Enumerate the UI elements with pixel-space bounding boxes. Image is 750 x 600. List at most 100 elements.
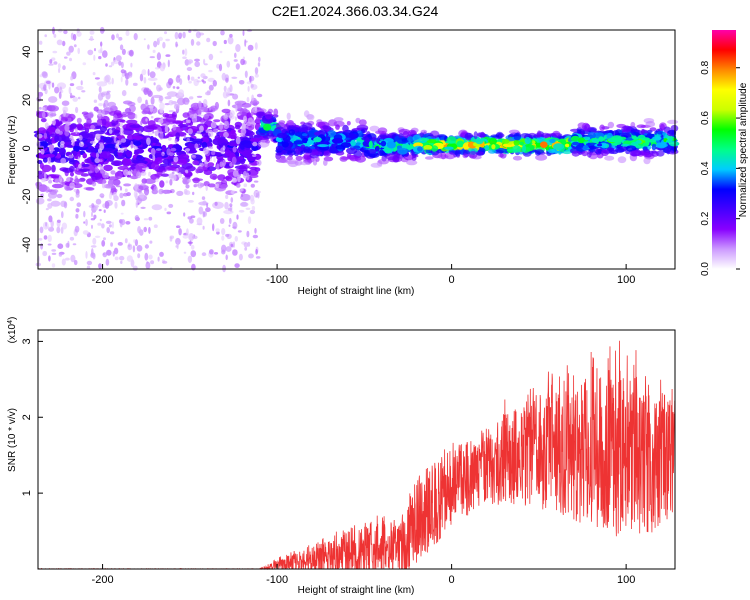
spectrogram-noise-cell [143,87,148,96]
spectrogram-noise-cell [158,118,164,125]
spectrogram-noise-cell [56,226,61,234]
spectrogram-noise-cell [41,106,46,111]
spectrogram-cells [33,26,680,273]
spectrogram-noise-cell [215,228,220,233]
spectrogram-noise-cell [234,52,237,58]
spectrogram-cell [152,138,160,144]
spectrogram-noise-cell [57,243,64,249]
spectrogram-cell [122,157,132,166]
spectrogram-cell [512,155,523,161]
spectrogram-cell [666,139,673,143]
spectrogram-noise-cell [123,169,129,177]
spectrogram-cell [182,112,190,118]
spectrogram-noise-cell [63,201,68,209]
spectrogram-noise-cell [156,148,162,151]
spectrogram-noise-cell [230,197,234,203]
spectrogram-noise-cell [69,182,75,189]
spectrogram-noise-cell [130,140,134,149]
spectrogram-noise-cell [242,30,245,36]
spectrogram-noise-cell [51,57,56,61]
spectrogram-cell [35,197,45,205]
spectrogram-cell [40,118,47,123]
spectrogram-noise-cell [103,209,106,213]
spectrogram-noise-cell [72,243,77,246]
spectrogram-cell [630,121,636,128]
spectrogram-noise-cell [247,216,252,225]
spectrogram-cell [581,150,588,157]
spectrogram-cell [306,139,312,146]
spectrogram-noise-cell [209,249,214,255]
spectrogram-noise-cell [139,192,145,199]
spectrogram-cell [230,142,237,146]
spectrogram-cell [643,149,650,154]
spectrogram-cell [248,174,259,179]
spectrogram-cell [385,153,397,161]
spectrogram-cell [540,141,548,148]
spectrogram-noise-cell [168,173,174,179]
spectrogram-noise-cell [202,225,205,230]
spectrogram-cell [185,184,190,189]
spectrogram-noise-cell [201,196,206,201]
snr-panel: -200 -100 0 100 1 2 3 Height of straight line… [7,317,676,596]
spectrogram-cell [475,138,484,145]
spectrogram-noise-cell [155,178,159,183]
spectrogram-noise-cell [40,193,43,197]
spectrogram-cell [176,97,186,106]
spectrogram-noise-cell [119,186,123,191]
snr-y-label: SNR (10 * v/v) [7,408,18,472]
spectrogram-noise-cell [161,151,165,157]
spectrogram-noise-cell [92,181,97,187]
spectrogram-cell [95,198,102,205]
spectrogram-cell [224,201,229,210]
spectrogram-cell [667,129,677,135]
spectrogram-noise-cell [51,263,56,268]
spectrogram-cell [203,126,208,131]
spectrogram-cell [76,85,84,91]
spectrogram-cell [113,161,120,167]
spectrogram-cell [444,146,454,150]
spectrogram-noise-cell [152,154,156,162]
spectrogram-noise-cell [63,30,68,35]
spectrogram-noise-cell [223,115,229,120]
spectrogram-noise-cell [158,36,164,42]
spectrogram-noise-cell [153,185,158,193]
spectrogram-noise-cell [237,174,241,183]
spectrogram-noise-cell [133,239,136,243]
spectrogram-noise-cell [203,113,210,120]
spectrogram-noise-cell [196,217,203,226]
spectrogram-noise-cell [98,56,102,60]
spectrogram-noise-cell [69,196,75,202]
spectrogram-noise-cell [208,84,214,91]
spectrogram-cell [610,135,623,143]
spectrogram-x-ticks: -200 -100 0 100 [92,264,635,286]
spectrogram-noise-cell [226,60,231,68]
spectrogram-noise-cell [202,211,206,218]
spectrogram-x-tick-label: -200 [92,274,114,286]
spectrogram-cell [246,112,252,119]
spectrogram-noise-cell [216,163,220,170]
spectrogram-noise-cell [113,247,119,255]
spectrogram-noise-cell [53,61,58,65]
spectrogram-noise-cell [104,74,111,83]
spectrogram-cell [587,131,596,140]
spectrogram-noise-cell [58,130,63,135]
spectrogram-cell [651,151,659,157]
spectrogram-cell [522,144,526,153]
spectrogram-noise-cell [132,265,138,271]
spectrogram-noise-cell [108,192,113,200]
spectrogram-noise-cell [68,45,74,53]
spectrogram-noise-cell [178,89,185,97]
spectrogram-noise-cell [103,102,106,109]
spectrogram-noise-cell [105,63,108,67]
spectrogram-noise-cell [235,136,241,145]
spectrogram-cell [212,201,224,209]
spectrogram-noise-cell [120,138,127,143]
spectrogram-noise-cell [255,256,261,259]
spectrogram-cell [123,183,132,187]
spectrogram-noise-cell [223,131,229,138]
spectrogram-noise-cell [133,169,137,173]
spectrogram-noise-cell [202,200,207,206]
spectrogram-noise-cell [61,211,64,219]
spectrogram-cell [278,120,286,124]
spectrogram-noise-cell [229,203,233,208]
